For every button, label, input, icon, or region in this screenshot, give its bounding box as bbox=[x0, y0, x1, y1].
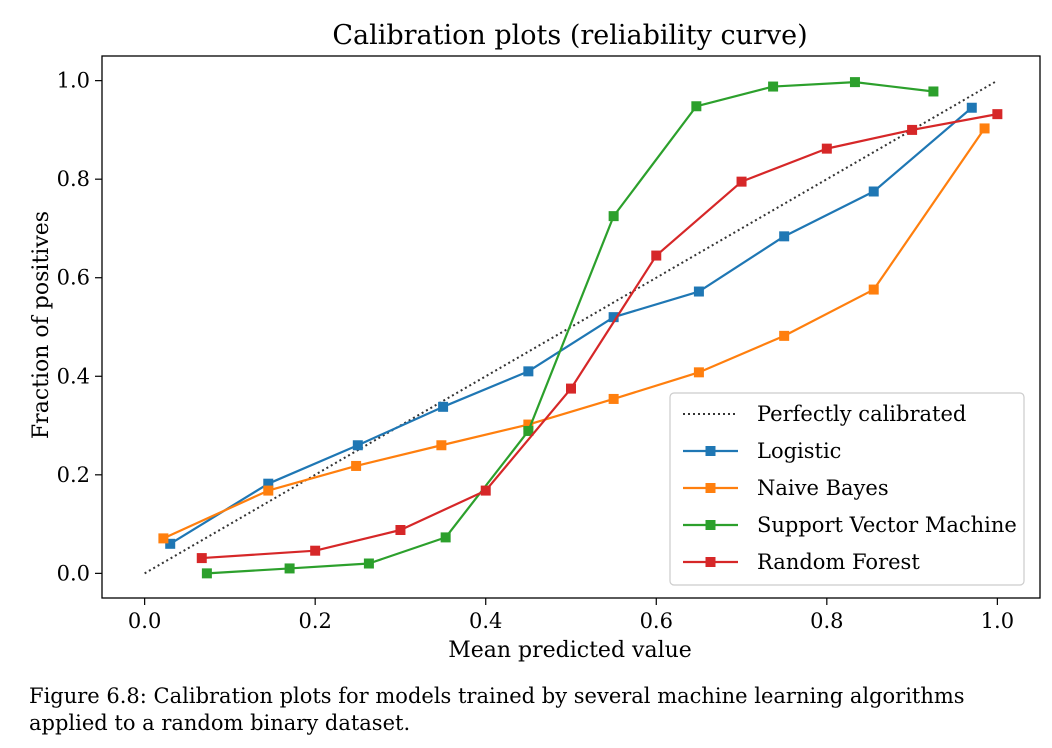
x-tick-label: 1.0 bbox=[981, 609, 1014, 633]
data-point-random-forest bbox=[651, 250, 662, 261]
y-tick-label: 0.0 bbox=[57, 561, 90, 585]
data-point-naive-bayes bbox=[693, 367, 704, 378]
legend-marker-naive-bayes bbox=[705, 483, 716, 493]
x-tick-label: 0.0 bbox=[128, 609, 161, 633]
data-point-support-vector-machine bbox=[284, 563, 295, 574]
data-point-random-forest bbox=[310, 545, 321, 556]
reference-line bbox=[144, 79, 998, 575]
data-point-support-vector-machine bbox=[928, 86, 939, 97]
axes-frame bbox=[101, 55, 1041, 599]
data-point-support-vector-machine bbox=[608, 211, 619, 222]
y-tick-label: 0.2 bbox=[57, 463, 90, 487]
data-point-naive-bayes bbox=[263, 485, 274, 496]
data-point-support-vector-machine bbox=[363, 558, 374, 569]
data-point-support-vector-machine bbox=[201, 568, 212, 579]
data-point-support-vector-machine bbox=[440, 532, 451, 543]
x-tick-label: 0.2 bbox=[298, 609, 331, 633]
data-point-naive-bayes bbox=[868, 284, 879, 295]
legend-label-perfectly-calibrated: Perfectly calibrated bbox=[757, 402, 966, 426]
legend-box bbox=[669, 392, 1025, 586]
data-point-logistic bbox=[608, 312, 619, 323]
legend-label-naive-bayes: Naive Bayes bbox=[757, 476, 889, 500]
y-tick-label: 1.0 bbox=[57, 69, 90, 93]
plot-area: 0.0 0.2 0.4 0.6 0.8 1.0 0.0 0.2 0.4 0.6 0.8 1.0 Perf… bbox=[57, 55, 1041, 633]
data-point-logistic bbox=[966, 102, 977, 113]
data-point-logistic bbox=[438, 401, 449, 412]
figure-caption: Figure 6.8: Calibration plots for models… bbox=[29, 684, 965, 735]
legend-marker-random-forest bbox=[705, 557, 716, 567]
legend-label-logistic: Logistic bbox=[757, 439, 841, 463]
data-point-naive-bayes bbox=[979, 123, 990, 134]
data-point-support-vector-machine bbox=[523, 425, 534, 436]
data-point-random-forest bbox=[907, 124, 918, 135]
legend-marker-support-vector-machine bbox=[705, 520, 716, 530]
series-line-logistic bbox=[169, 106, 973, 545]
chart-title: Calibration plots (reliability curve) bbox=[332, 20, 807, 51]
x-tick-label: 0.8 bbox=[810, 609, 843, 633]
series-line-naive-bayes bbox=[162, 127, 986, 540]
data-point-support-vector-machine bbox=[768, 81, 779, 92]
data-point-logistic bbox=[868, 186, 879, 197]
x-axis-label: Mean predicted value bbox=[448, 638, 692, 663]
data-point-naive-bayes bbox=[436, 440, 447, 451]
legend-marker-logistic bbox=[705, 446, 716, 456]
legend-label-random-forest: Random Forest bbox=[757, 550, 920, 574]
data-point-logistic bbox=[165, 538, 176, 549]
legend-label-support-vector-machine: Support Vector Machine bbox=[757, 513, 1017, 537]
data-point-naive-bayes bbox=[158, 533, 169, 544]
calibration-chart: Calibration plots (reliability curve) 0.… bbox=[29, 20, 1041, 663]
data-point-naive-bayes bbox=[351, 460, 362, 471]
series-line-support-vector-machine bbox=[206, 81, 934, 575]
y-tick-label: 0.8 bbox=[57, 167, 90, 191]
y-axis-label: Fraction of positives bbox=[29, 211, 54, 439]
data-point-naive-bayes bbox=[779, 330, 790, 341]
data-point-random-forest bbox=[736, 176, 747, 187]
y-tick-label: 0.4 bbox=[57, 364, 90, 388]
data-point-random-forest bbox=[196, 553, 207, 564]
data-point-naive-bayes bbox=[608, 393, 619, 404]
data-point-random-forest bbox=[395, 525, 406, 536]
data-point-support-vector-machine bbox=[691, 101, 702, 112]
data-point-random-forest bbox=[566, 383, 576, 394]
data-point-logistic bbox=[352, 440, 363, 451]
x-tick-label: 0.4 bbox=[469, 609, 502, 633]
data-point-random-forest bbox=[992, 109, 1003, 120]
data-point-random-forest bbox=[480, 485, 491, 496]
data-point-random-forest bbox=[821, 143, 832, 154]
data-point-logistic bbox=[693, 286, 704, 297]
y-tick-label: 0.6 bbox=[57, 266, 90, 290]
series-line-random-forest bbox=[201, 113, 998, 560]
data-point-logistic bbox=[523, 366, 534, 377]
data-point-support-vector-machine bbox=[849, 77, 860, 88]
data-point-logistic bbox=[779, 231, 790, 242]
data-point-logistic bbox=[263, 478, 274, 489]
data-point-naive-bayes bbox=[523, 419, 534, 430]
x-tick-label: 0.6 bbox=[640, 609, 673, 633]
